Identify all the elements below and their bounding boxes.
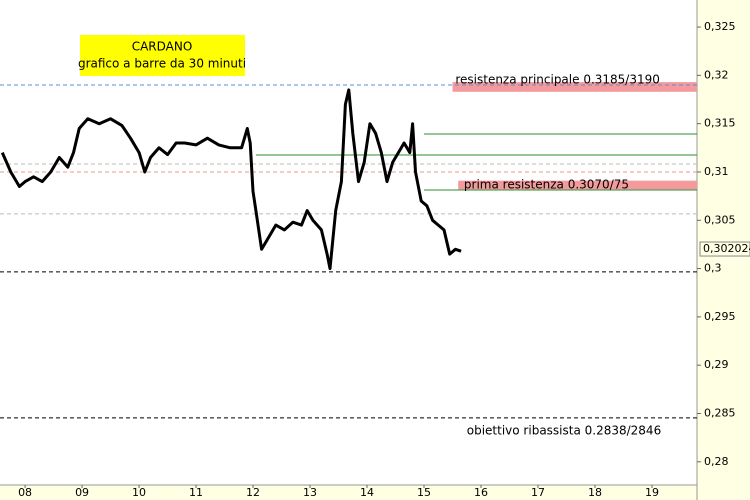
chart-subtitle: grafico a barre da 30 minuti — [78, 57, 246, 71]
y-tick-label: 0,29 — [704, 358, 729, 371]
resistance-zone — [452, 82, 697, 92]
y-tick-label: 0,295 — [704, 310, 736, 323]
price-line — [0, 88, 462, 271]
x-tick-label: 10 — [132, 486, 146, 499]
x-tick-label: 09 — [75, 486, 89, 499]
x-tick-label: 18 — [588, 486, 602, 499]
x-tick-label: 14 — [360, 486, 374, 499]
x-tick-label: 08 — [18, 486, 32, 499]
annotation: resistenza principale 0.3185/3190 — [455, 73, 660, 87]
x-tick-label: 13 — [303, 486, 317, 499]
x-tick-label: 17 — [531, 486, 545, 499]
x-tick-label: 12 — [246, 486, 260, 499]
resistance-zone — [458, 180, 697, 190]
y-tick-label: 0,32 — [704, 68, 729, 81]
y-tick-label: 0,325 — [704, 20, 736, 33]
annotation: prima resistenza 0.3070/75 — [464, 178, 629, 192]
last-price-label: 0,302024 — [703, 242, 750, 255]
x-tick-label: 19 — [645, 486, 659, 499]
y-tick-label: 0,305 — [704, 213, 736, 226]
y-tick-label: 0,285 — [704, 407, 736, 420]
y-tick-label: 0,28 — [704, 455, 729, 468]
x-tick-label: 11 — [189, 486, 203, 499]
y-tick-label: 0,3 — [704, 262, 722, 275]
x-axis-panel — [0, 485, 750, 500]
x-tick-label: 15 — [417, 486, 431, 499]
y-tick-label: 0,315 — [704, 117, 736, 130]
y-tick-label: 0,31 — [704, 165, 729, 178]
title-box — [80, 35, 245, 76]
chart-title: CARDANO — [132, 40, 193, 54]
last-price-box — [699, 241, 750, 257]
plot — [0, 82, 697, 419]
x-tick-label: 16 — [474, 486, 488, 499]
annotation: obiettivo ribassista 0.2838/2846 — [467, 423, 661, 437]
